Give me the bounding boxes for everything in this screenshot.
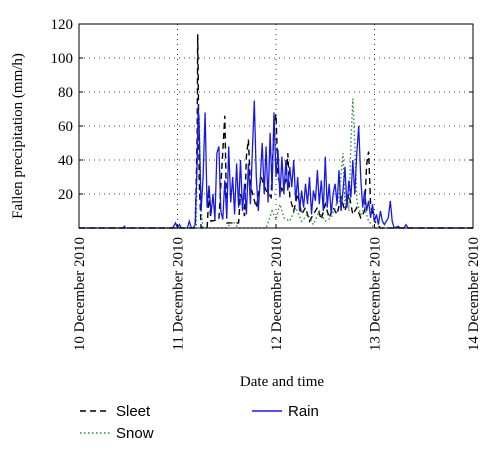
y-tick-label: 60 — [58, 119, 73, 135]
legend-label-snow: Snow — [116, 425, 154, 442]
x-tick-label: 12 December 2010 — [269, 237, 285, 351]
y-tick-label: 120 — [51, 17, 74, 33]
legend: Sleet Snow Rain — [80, 403, 319, 442]
x-tick-label: 13 December 2010 — [368, 237, 384, 351]
legend-label-rain: Rain — [288, 403, 319, 420]
y-axis-ticks: 20 40 60 80 100 120 — [51, 17, 473, 203]
grid — [79, 23, 473, 228]
y-tick-label: 100 — [51, 51, 74, 67]
series-sleet-line — [79, 34, 473, 229]
x-tick-label: 14 December 2010 — [466, 237, 482, 351]
x-tick-label: 10 December 2010 — [72, 237, 88, 351]
y-tick-label: 20 — [58, 187, 73, 203]
x-tick-label: 11 December 2010 — [171, 237, 187, 351]
y-tick-label: 80 — [58, 85, 73, 101]
legend-label-sleet: Sleet — [116, 403, 151, 420]
x-axis-label: Date and time — [240, 374, 324, 390]
x-axis-ticks: 10 December 2010 11 December 2010 12 Decem… — [72, 224, 482, 351]
series-rain-line — [79, 100, 473, 230]
y-axis-label: Fallen precipitation (mm/h) — [10, 53, 26, 219]
y-tick-label: 40 — [58, 153, 73, 169]
series-layer — [79, 34, 473, 230]
